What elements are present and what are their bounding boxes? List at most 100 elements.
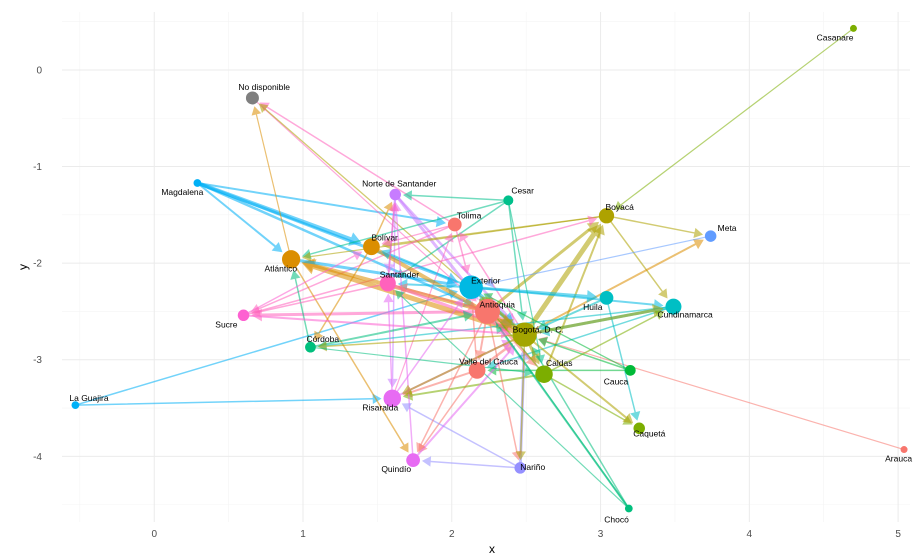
edge [605,215,704,239]
node-point [598,208,615,224]
edge [290,258,409,453]
node-point [849,24,857,32]
node-point [535,365,553,383]
node-point [389,188,401,201]
node-point [624,504,633,513]
nodes [71,24,908,513]
edge [538,336,905,451]
node-label: Casanare [817,32,854,42]
edge [543,310,665,375]
node-label: Norte de Santander [362,179,436,189]
node-point [599,291,614,305]
node-point [383,389,402,408]
edge [196,181,446,228]
edge [421,456,521,469]
node-point [512,322,537,347]
node-point [900,446,908,454]
node-label: Cundinamarca [657,310,713,320]
node-label: Caldas [546,358,572,368]
x-tick-label: 2 [449,529,455,540]
node-point [363,238,380,256]
edge [605,215,668,299]
node-point [468,361,486,379]
node-point [71,401,80,409]
y-axis-title: y [16,264,30,270]
node-labels: Casanare No disponible Magdalena Norte de S… [69,32,912,524]
edge [515,333,526,461]
edge [251,106,292,260]
edge [402,190,510,202]
edge [523,333,634,424]
node-label: Meta [718,223,737,233]
grid [62,12,910,522]
node-label: Chocó [604,514,629,524]
node-label: Cauca [604,376,629,386]
edge [309,346,534,377]
edge [543,224,605,376]
x-tick-label: 3 [598,529,604,540]
node-point [447,217,462,232]
y-tick-label: -4 [33,452,42,463]
edge [418,369,478,453]
x-axis-title: x [489,542,495,556]
node-point [406,453,420,468]
edge [391,232,454,399]
edge [614,27,855,210]
node-label: Quindío [381,464,411,474]
node-label: Antioquia [479,299,515,309]
edge [454,223,471,274]
node-label: La Guajira [69,393,108,403]
edge [314,245,373,341]
x-tick-label: 0 [151,529,157,540]
node-point [474,298,500,324]
edge [242,215,598,317]
node-label: Córdoba [306,334,339,344]
node-point [624,364,636,376]
edge [485,221,600,313]
axis-ticks: 0 1 2 3 4 5 0 -1 -2 -3 -4 [33,65,901,540]
y-tick-label: 0 [36,65,42,76]
edge [387,202,400,285]
node-point [665,298,682,315]
edge [395,290,630,510]
node-point [459,275,483,300]
edge [309,310,474,349]
edge [401,403,521,469]
node-label: Risaralda [362,402,398,412]
node-point [305,341,316,353]
edge [467,300,478,372]
edge [538,337,632,372]
node-label: Huila [583,302,603,312]
node-label: Bogotá, D. C. [513,325,564,335]
node-label: Atlántico [264,263,297,273]
edges [74,27,905,510]
edge [251,282,389,317]
edge [196,181,283,253]
edge [242,251,363,317]
edge [290,270,312,348]
node-label: Magdalena [161,187,203,197]
edge [416,310,489,453]
y-tick-label: -2 [33,259,42,270]
edge [523,304,664,337]
edge [401,333,526,395]
edge [381,223,456,247]
node-label: Valle del Cauca [459,356,518,366]
node-point [379,275,396,292]
node-point [503,195,514,206]
edge [507,199,528,321]
x-tick-label: 5 [895,529,901,540]
node-point [193,179,202,187]
edge [459,231,526,336]
node-label: Tolima [457,211,482,221]
edge [381,248,473,289]
y-tick-label: -1 [33,162,42,173]
node-label: Santander [380,269,419,279]
node-label: Exterior [471,275,500,285]
edge [391,298,464,400]
node-point [237,309,250,322]
x-tick-label: 4 [747,529,753,540]
node-label: Arauca [885,454,912,464]
node-label: Sucre [215,319,237,329]
